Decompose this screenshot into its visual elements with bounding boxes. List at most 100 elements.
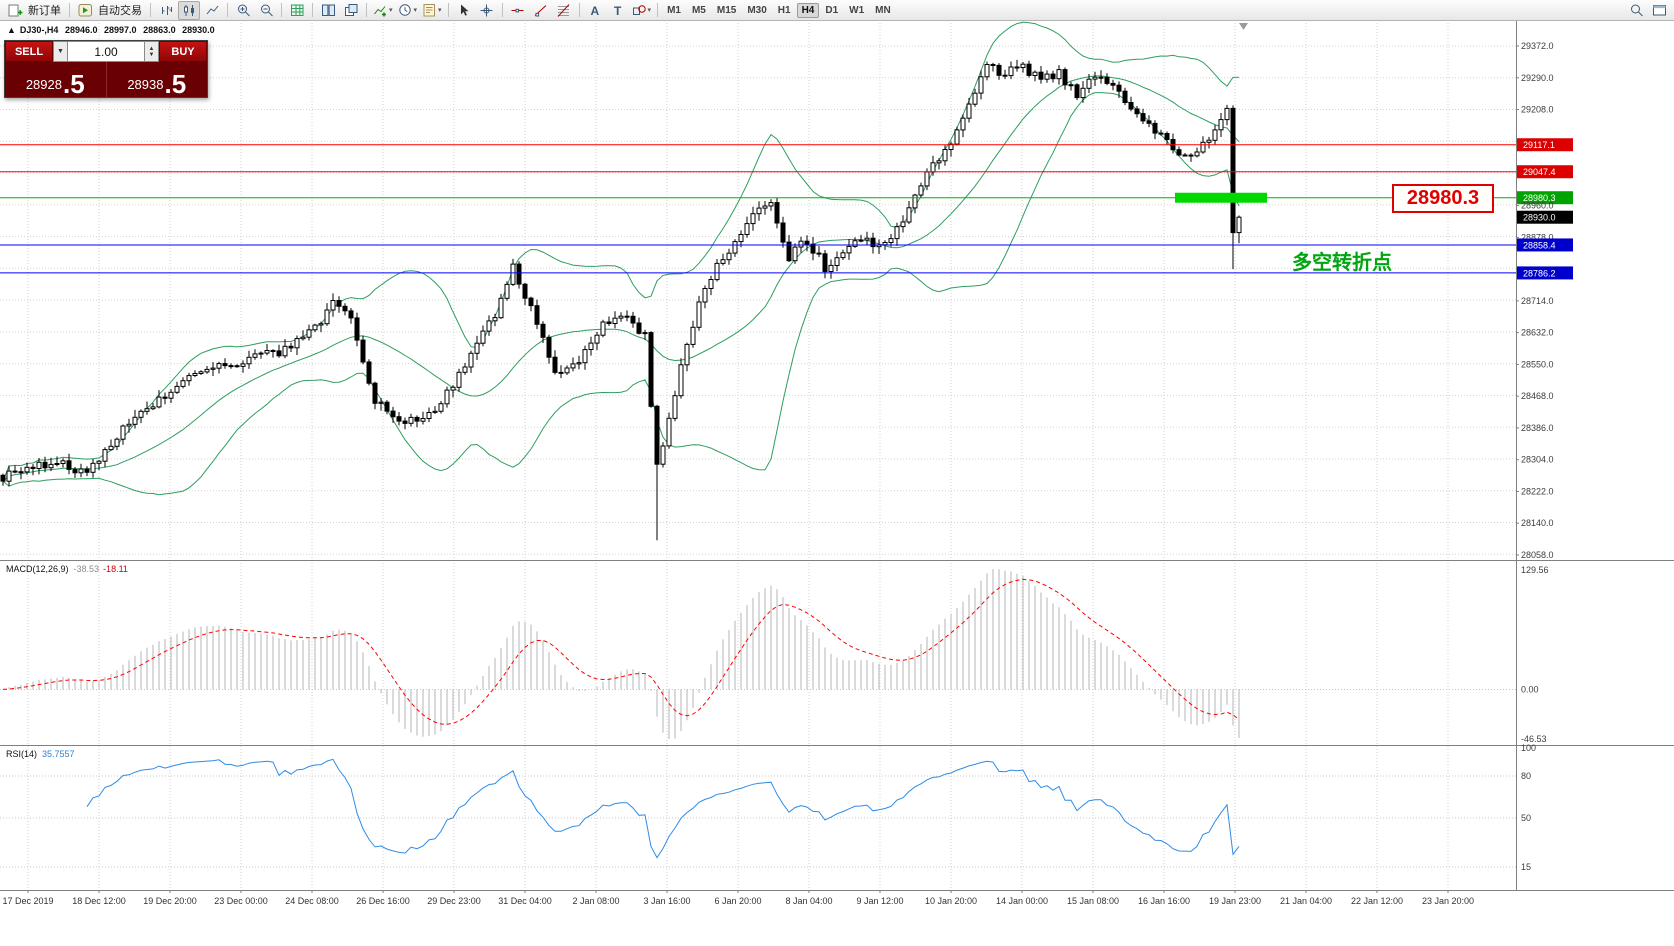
indicators-add-icon [374,5,386,16]
line-chart-button[interactable] [201,1,223,20]
svg-text:28980.3: 28980.3 [1523,193,1556,203]
indicators-button[interactable]: ▾ [371,1,395,20]
crosshair-icon [480,4,493,16]
timeframe-d1[interactable]: D1 [825,4,839,16]
toolbar-separator [447,3,449,17]
svg-text:19 Dec 20:00: 19 Dec 20:00 [143,896,197,906]
level-lines [0,23,1516,274]
symbol-period-label: DJ30-,H4 [19,25,59,35]
zoom-in-button[interactable] [232,1,254,20]
label-icon: T [614,4,622,18]
new-order-label[interactable]: 新订单 [28,5,61,17]
autotrading-label[interactable]: 自动交易 [98,5,142,17]
cascade-windows-button[interactable] [340,1,362,20]
macd-title: MACD(12,26,9) [6,564,69,574]
periods-button[interactable]: ▾ [396,1,420,20]
timeframe-m30[interactable]: M30 [747,4,767,16]
horizontal-line-icon [511,8,524,12]
chart-shift-marker[interactable] [1239,23,1248,30]
svg-text:-46.53: -46.53 [1521,734,1547,744]
timeframe-w1[interactable]: W1 [849,4,865,16]
timeframe-m15[interactable]: M15 [716,4,737,16]
one-click-trading-panel: SELL ▼ ▲ ▼ BUY 28928 .5 28938 .5 [4,40,208,98]
svg-text:28960.0: 28960.0 [1521,201,1554,211]
collapse-arrow-icon[interactable]: ▲ [7,25,16,35]
svg-text:T: T [614,4,622,18]
rsi-value: 35.7557 [42,749,75,759]
cursor-button[interactable] [453,1,475,20]
stepper-up-icon[interactable]: ▲ [148,45,155,52]
one-click-prices-row: 28928 .5 28938 .5 [5,62,207,97]
horizontal-line-tool-button[interactable] [507,1,529,20]
toolbar-separator [312,3,313,17]
chart-grid [0,20,1516,890]
cascade-windows-icon [344,3,357,16]
macd-value: -38.53 [73,564,100,574]
new-chart-window-button[interactable] [1648,1,1670,20]
grid-table-icon [290,4,303,16]
templates-button[interactable]: ▾ [420,1,444,20]
fibonacci-tool-button[interactable] [553,1,575,20]
dropdown-caret-icon: ▾ [389,7,393,14]
trendline-tool-button[interactable] [530,1,552,20]
sell-price[interactable]: 28928 .5 [5,62,107,97]
new-order-icon [8,4,22,16]
svg-text:29 Dec 23:00: 29 Dec 23:00 [427,896,481,906]
svg-text:28058.0: 28058.0 [1521,550,1554,560]
timeframe-m5[interactable]: M5 [691,4,706,16]
svg-text:28304.0: 28304.0 [1521,455,1554,465]
timeframe-h1[interactable]: H1 [777,4,791,16]
timeframe-h4[interactable]: H4 [796,2,820,18]
line-chart-icon [206,5,218,14]
crosshair-button[interactable] [476,1,498,20]
toolbar-separator [501,3,503,17]
turning-point-annotation[interactable]: 多空转折点 [1292,252,1392,274]
new-order-button[interactable] [4,1,26,20]
bar-chart-button[interactable] [155,1,177,20]
ohlc-close: 28930.0 [182,25,215,35]
toolbar-separator [366,3,367,17]
stepper-down-icon[interactable]: ▼ [148,51,155,58]
toolbar-separator [69,3,70,17]
dropdown-caret-icon: ▾ [438,7,442,14]
svg-text:17 Dec 2019: 17 Dec 2019 [2,896,53,906]
tile-windows-button[interactable] [317,1,339,20]
svg-text:6 Jan 20:00: 6 Jan 20:00 [714,896,761,906]
toolbar-separator [281,3,282,17]
chevron-down-icon: ▼ [57,48,64,55]
buy-button[interactable]: BUY [159,41,207,62]
search-button[interactable] [1625,1,1647,20]
candlestick-chart-button[interactable] [178,0,200,20]
sell-button[interactable]: SELL [5,41,53,62]
zoom-out-button[interactable] [255,1,277,20]
toolbar-separator [227,3,228,17]
label-tool-button[interactable]: T [607,1,629,20]
svg-text:29290.0: 29290.0 [1521,73,1554,83]
buy-price[interactable]: 28938 .5 [107,62,208,97]
ohlc-high: 28997.0 [104,25,137,35]
svg-text:16 Jan 16:00: 16 Jan 16:00 [1138,896,1190,906]
zoom-out-icon [260,4,273,16]
timeframe-mn[interactable]: MN [875,4,891,16]
svg-text:29372.0: 29372.0 [1521,41,1554,51]
timeframe-m1[interactable]: M1 [667,4,681,16]
dropdown-caret-icon: ▾ [647,7,652,14]
volume-input[interactable] [68,41,145,62]
autotrading-button[interactable] [74,1,96,20]
text-tool-button[interactable]: A [584,1,606,20]
svg-text:28858.4: 28858.4 [1523,240,1556,250]
toolbar-separator [150,3,151,17]
ohlc-open: 28946.0 [64,25,98,35]
sell-options-caret[interactable]: ▼ [53,41,68,62]
volume-stepper[interactable]: ▲ ▼ [145,41,159,62]
support-highlight-bar[interactable] [1175,192,1267,203]
svg-text:15: 15 [1521,862,1531,872]
shapes-tool-button[interactable]: ▾ [630,1,654,20]
price-level-callout[interactable]: 28980.3 [1392,184,1494,213]
grid-table-button[interactable] [286,1,308,20]
svg-text:3 Jan 16:00: 3 Jan 16:00 [643,896,690,906]
sell-price-frac: .5 [62,69,85,99]
search-icon [1630,4,1643,16]
template-icon [423,3,436,16]
